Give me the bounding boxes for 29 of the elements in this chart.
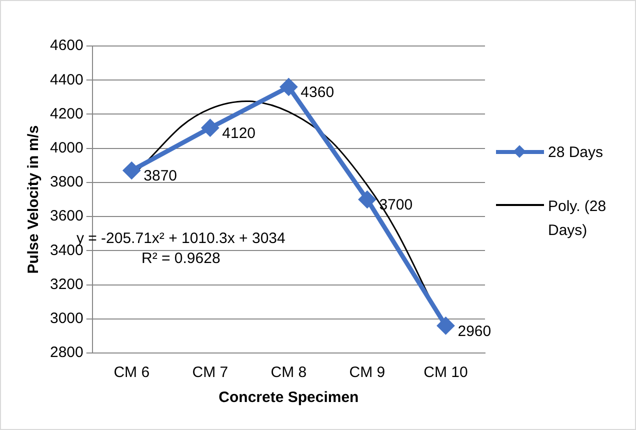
y-tick-label: 4400 [50, 71, 84, 88]
point [358, 191, 376, 208]
annotation: R² = 0.9628 [141, 250, 220, 267]
data-label: 2960 [458, 322, 492, 340]
x-tick-label: CM 6 [114, 364, 150, 382]
point [437, 317, 454, 334]
y-tick-label: 4600 [50, 37, 84, 54]
data-label: 4360 [300, 84, 334, 102]
point [280, 78, 297, 96]
data-label: 3700 [379, 196, 413, 214]
y-tick-label: 3200 [50, 276, 84, 293]
y-tick-label: 4000 [50, 139, 84, 156]
x-tick-label: CM 9 [349, 364, 386, 382]
legend-label: 28 Days [548, 143, 604, 163]
y-tick-label: 3800 [50, 174, 84, 191]
data-label: 3870 [144, 168, 178, 185]
legend-label: Poly. (28 Days) [548, 197, 608, 241]
y-tick-label: 3000 [50, 310, 84, 328]
point [123, 162, 140, 179]
y-tick-label: 4200 [50, 105, 84, 122]
x-axis-title: Concrete Specimen [218, 389, 359, 406]
x-tick-label: CM 8 [270, 364, 307, 382]
y-tick-label: 2800 [50, 344, 84, 362]
y-axis-title: Pulse Velocity in m/s [25, 125, 42, 274]
x-tick-label: CM 7 [192, 364, 228, 382]
y-tick-label: 3600 [50, 208, 84, 225]
data-label: 4120 [222, 125, 256, 142]
point [202, 120, 218, 136]
x-tick-label: CM 10 [424, 364, 468, 382]
